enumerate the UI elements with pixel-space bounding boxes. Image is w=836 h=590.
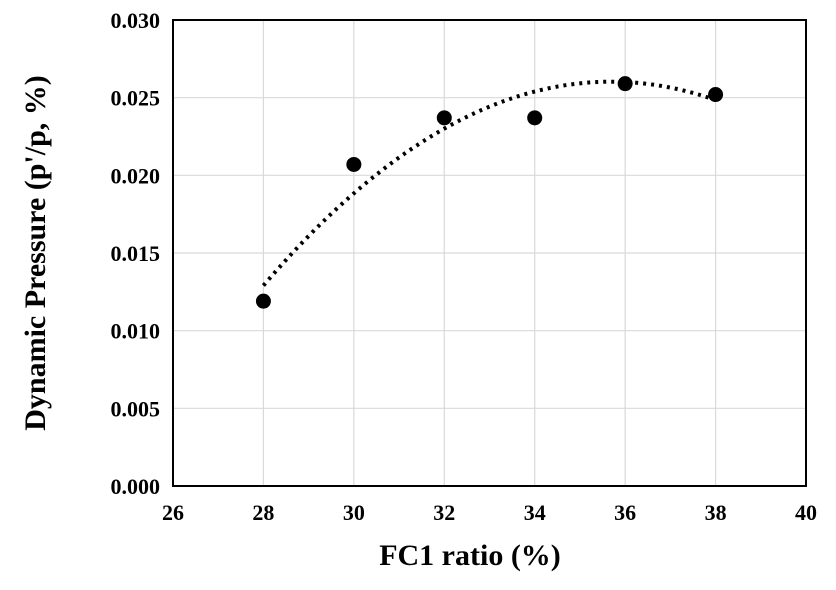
x-tick-label: 30 xyxy=(343,500,365,525)
x-tick-label: 36 xyxy=(614,500,636,525)
y-tick-label: 0.010 xyxy=(111,319,161,344)
plot-area-border xyxy=(172,19,807,487)
data-point xyxy=(255,293,271,309)
tick-labels-layer: 26 28 30 32 34 36 38 40 0.000 0.005 0.010 0.015 0.02… xyxy=(111,8,818,525)
data-point xyxy=(436,110,452,126)
y-tick-label: 0.030 xyxy=(111,8,161,33)
y-tick-label: 0.000 xyxy=(111,474,161,499)
data-point xyxy=(617,76,633,92)
y-tick-label: 0.005 xyxy=(111,396,161,421)
x-tick-label: 38 xyxy=(705,500,727,525)
x-axis-title: FC1 ratio (%) xyxy=(379,539,561,572)
trendline xyxy=(261,79,717,287)
y-axis-title: Dynamic Pressure (p'/p, %) xyxy=(19,75,52,431)
y-tick-label: 0.015 xyxy=(111,241,161,266)
x-tick-label: 28 xyxy=(252,500,274,525)
x-tick-label: 40 xyxy=(795,500,817,525)
x-tick-label: 34 xyxy=(524,500,546,525)
trendline-layer xyxy=(261,79,717,287)
x-tick-label: 32 xyxy=(433,500,455,525)
y-tick-label: 0.020 xyxy=(111,163,161,188)
x-tick-label: 26 xyxy=(162,500,184,525)
grid-layer xyxy=(172,19,807,487)
axis-layer xyxy=(172,19,807,487)
data-point xyxy=(708,87,724,103)
data-point xyxy=(527,110,543,126)
data-point xyxy=(346,156,362,172)
y-tick-label: 0.025 xyxy=(111,86,161,111)
points-layer xyxy=(255,76,724,309)
